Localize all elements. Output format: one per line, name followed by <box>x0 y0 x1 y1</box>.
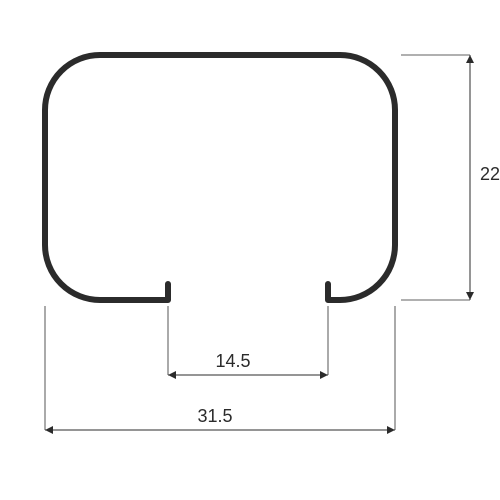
dim-label-height: 22 <box>480 164 500 184</box>
profile-outline <box>45 55 395 300</box>
dim-label-gap-width: 14.5 <box>215 351 250 371</box>
dim-label-overall-width: 31.5 <box>197 406 232 426</box>
